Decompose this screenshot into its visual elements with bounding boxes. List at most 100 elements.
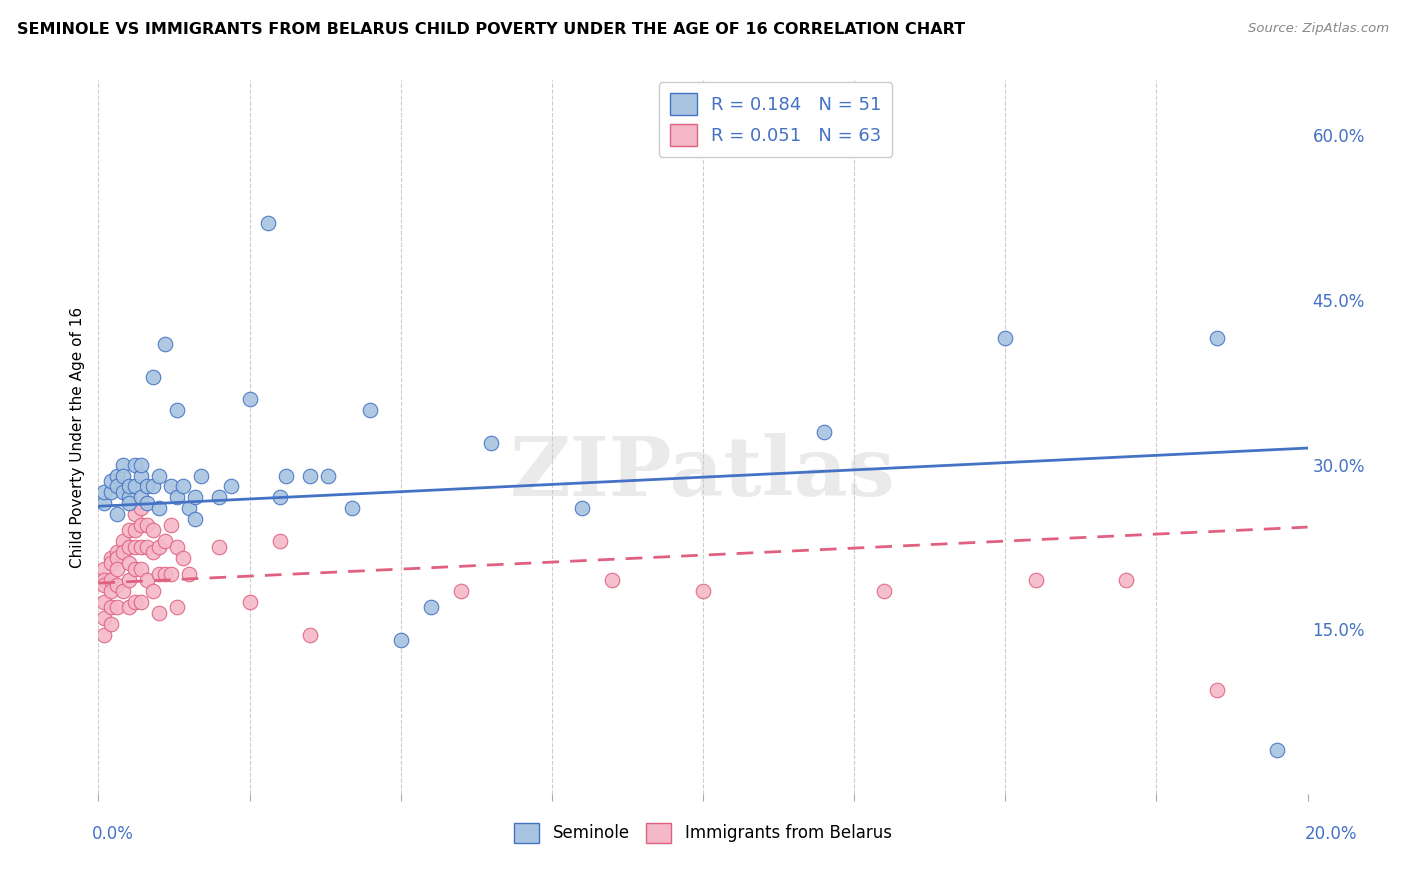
Point	[1206, 331, 1229, 345]
Point	[360, 402, 382, 417]
Point	[93, 562, 115, 576]
Point	[269, 491, 291, 505]
Point	[100, 550, 122, 565]
Point	[172, 550, 194, 565]
Point	[93, 485, 115, 500]
Point	[129, 595, 152, 609]
Point	[100, 600, 122, 615]
Point	[100, 557, 122, 571]
Point	[299, 628, 322, 642]
Point	[208, 540, 231, 554]
Point	[105, 578, 128, 592]
Point	[1267, 743, 1289, 757]
Point	[93, 611, 115, 625]
Point	[105, 468, 128, 483]
Text: 0.0%: 0.0%	[91, 825, 134, 843]
Point	[190, 468, 212, 483]
Point	[166, 600, 188, 615]
Legend: Seminole, Immigrants from Belarus: Seminole, Immigrants from Belarus	[508, 816, 898, 850]
Text: 20.0%: 20.0%	[1305, 825, 1357, 843]
Point	[118, 573, 141, 587]
Point	[124, 507, 146, 521]
Point	[1206, 682, 1229, 697]
Point	[129, 468, 152, 483]
Point	[299, 468, 322, 483]
Point	[571, 501, 593, 516]
Point	[124, 562, 146, 576]
Point	[450, 583, 472, 598]
Point	[142, 479, 165, 493]
Point	[148, 606, 170, 620]
Point	[111, 458, 134, 472]
Point	[142, 545, 165, 559]
Point	[105, 550, 128, 565]
Text: SEMINOLE VS IMMIGRANTS FROM BELARUS CHILD POVERTY UNDER THE AGE OF 16 CORRELATIO: SEMINOLE VS IMMIGRANTS FROM BELARUS CHIL…	[17, 22, 965, 37]
Point	[124, 524, 146, 538]
Point	[179, 501, 201, 516]
Point	[179, 567, 201, 582]
Point	[100, 474, 122, 488]
Point	[148, 501, 170, 516]
Point	[172, 479, 194, 493]
Point	[994, 331, 1017, 345]
Point	[100, 573, 122, 587]
Point	[129, 540, 152, 554]
Point	[93, 595, 115, 609]
Point	[105, 545, 128, 559]
Point	[148, 468, 170, 483]
Point	[93, 496, 115, 510]
Point	[153, 336, 176, 351]
Point	[129, 458, 152, 472]
Point	[93, 628, 115, 642]
Point	[481, 435, 503, 450]
Point	[118, 491, 141, 505]
Point	[166, 540, 188, 554]
Point	[221, 479, 243, 493]
Point	[111, 583, 134, 598]
Point	[100, 583, 122, 598]
Point	[135, 517, 157, 532]
Point	[129, 517, 152, 532]
Point	[118, 600, 141, 615]
Y-axis label: Child Poverty Under the Age of 16: Child Poverty Under the Age of 16	[69, 307, 84, 567]
Point	[111, 534, 134, 549]
Point	[93, 578, 115, 592]
Point	[142, 524, 165, 538]
Point	[100, 485, 122, 500]
Point	[111, 545, 134, 559]
Point	[100, 616, 122, 631]
Point	[1024, 573, 1046, 587]
Point	[389, 633, 412, 648]
Point	[118, 496, 141, 510]
Point	[184, 491, 207, 505]
Point	[135, 479, 157, 493]
Point	[124, 458, 146, 472]
Point	[160, 517, 183, 532]
Point	[118, 557, 141, 571]
Point	[239, 392, 262, 406]
Text: ZIPatlas: ZIPatlas	[510, 433, 896, 513]
Point	[118, 479, 141, 493]
Point	[105, 479, 128, 493]
Point	[274, 468, 297, 483]
Point	[208, 491, 231, 505]
Point	[148, 540, 170, 554]
Point	[166, 402, 188, 417]
Point	[105, 507, 128, 521]
Point	[316, 468, 339, 483]
Point	[105, 600, 128, 615]
Point	[124, 595, 146, 609]
Point	[93, 573, 115, 587]
Point	[148, 567, 170, 582]
Point	[135, 496, 157, 510]
Point	[256, 216, 278, 230]
Point	[124, 540, 146, 554]
Point	[420, 600, 443, 615]
Point	[184, 512, 207, 526]
Point	[124, 479, 146, 493]
Point	[135, 540, 157, 554]
Point	[118, 524, 141, 538]
Point	[160, 567, 183, 582]
Point	[342, 501, 364, 516]
Point	[135, 573, 157, 587]
